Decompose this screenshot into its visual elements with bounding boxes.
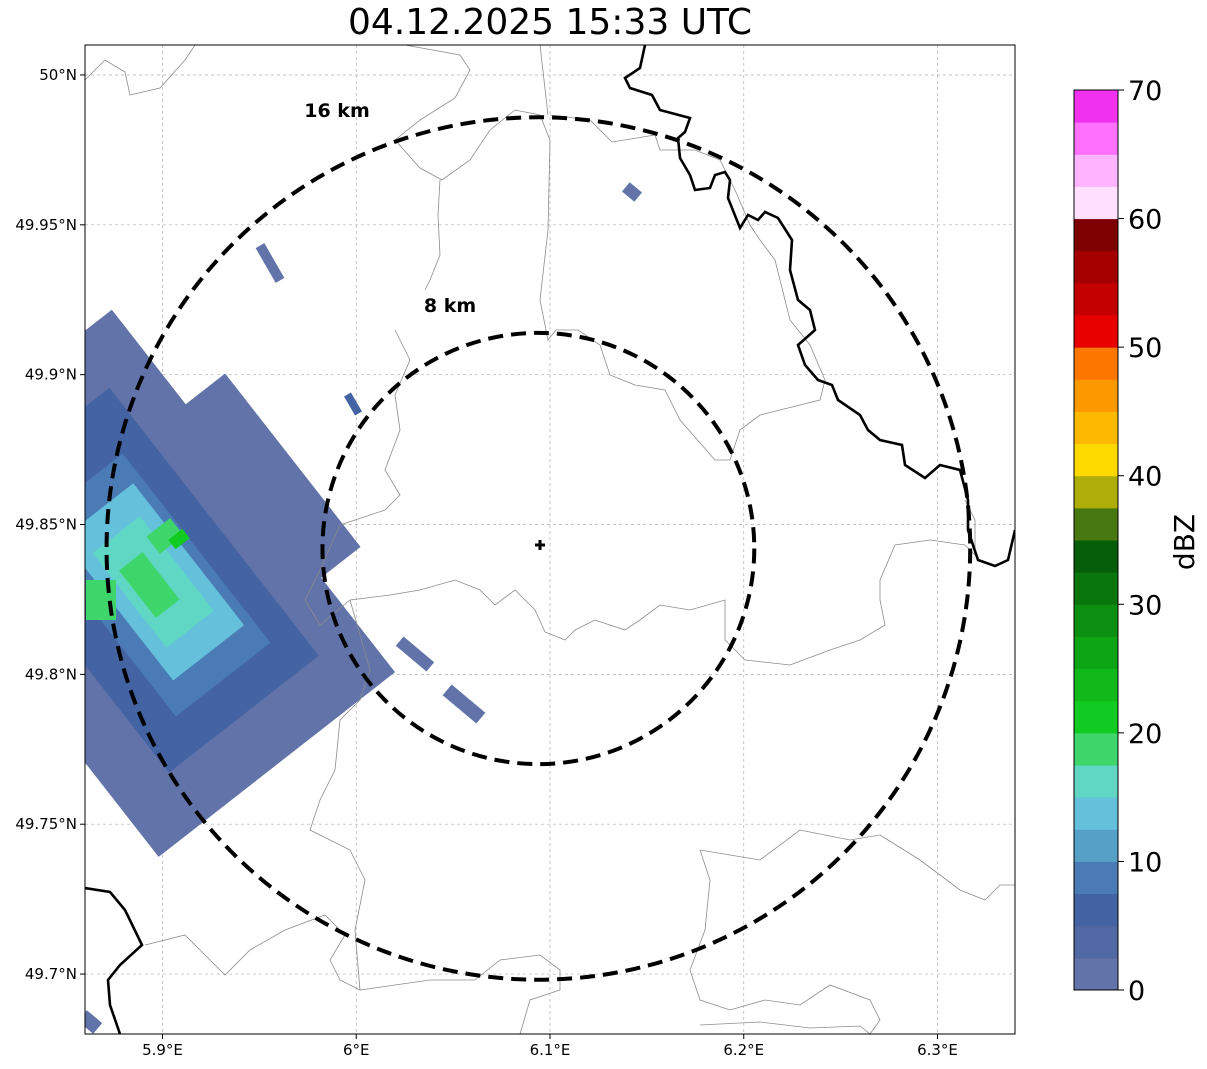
- boundary-line: [144, 914, 361, 991]
- echo-core: [146, 518, 184, 554]
- range-rings: [104, 115, 973, 982]
- echo-fragment: [344, 392, 362, 416]
- echo-core: [168, 528, 190, 550]
- colorbar-bin: [1074, 186, 1118, 220]
- echo-fragment: [255, 243, 285, 283]
- lat-tick-label: 49.85°N: [15, 516, 77, 534]
- boundary-line: [304, 329, 976, 666]
- longitude-axis: 5.9°E 6°E 6.1°E 6.2°E 6.3°E: [142, 1034, 958, 1059]
- echo-fragment: [442, 684, 486, 724]
- range-ring-16km: [104, 115, 973, 982]
- admin-boundaries: [85, 45, 1015, 1034]
- lon-tick-label: 6.1°E: [530, 1041, 571, 1059]
- echo-fragment: [622, 182, 642, 202]
- boundary-line: [689, 849, 881, 1034]
- ring-label-8km: 8 km: [424, 295, 476, 317]
- lon-tick-label: 5.9°E: [142, 1041, 183, 1059]
- colorbar-bin: [1074, 925, 1118, 959]
- boundary-line: [699, 829, 1015, 901]
- boundary-line: [539, 45, 549, 116]
- lat-tick-label: 49.8°N: [25, 665, 77, 683]
- range-ring-8km: [320, 330, 757, 767]
- lat-tick-label: 49.75°N: [15, 815, 77, 833]
- lat-tick-label: 50°N: [39, 66, 77, 84]
- echo-strong: [118, 552, 180, 618]
- latitude-axis: 50°N 49.95°N 49.9°N 49.85°N 49.8°N 49.75°N 49.…: [15, 66, 85, 983]
- colorbar-bin: [1074, 507, 1118, 541]
- colorbar-bin: [1074, 379, 1118, 412]
- colorbar-bin: [1074, 411, 1118, 445]
- lat-tick-label: 49.7°N: [25, 965, 77, 983]
- map-title: 04.12.2025 15:33 UTC: [347, 2, 753, 43]
- boundary-line: [699, 1021, 871, 1034]
- colorbar-bin: [1074, 90, 1118, 123]
- ring-label-16km: 16 km: [304, 100, 370, 122]
- colorbar-bin: [1074, 443, 1118, 477]
- colorbar-bin: [1074, 668, 1118, 702]
- colorbar-bin: [1074, 540, 1118, 573]
- boundary-line: [85, 45, 196, 96]
- reflectivity-echoes: [0, 182, 642, 1034]
- colorbar-tick-label: 50: [1128, 333, 1162, 364]
- colorbar-frame: [1073, 89, 1119, 991]
- colorbar-bin: [1074, 732, 1118, 766]
- colorbar-tick-label: 60: [1128, 205, 1162, 236]
- lon-tick-label: 6°E: [343, 1041, 370, 1059]
- echo-fragment: [395, 636, 435, 672]
- boundary-line: [424, 179, 441, 291]
- colorbar-tick-label: 0: [1128, 976, 1145, 1007]
- echo-low: [154, 373, 361, 603]
- colorbar: 0 10 20 30 40 50 60 70: [1073, 76, 1162, 1007]
- colorbar-tick-label: 10: [1128, 847, 1162, 878]
- colorbar-bin: [1074, 861, 1118, 895]
- boundary-line: [309, 599, 561, 1034]
- colorbar-tick-label: 70: [1128, 76, 1162, 107]
- colorbar-bin: [1074, 475, 1118, 509]
- lon-tick-label: 6.3°E: [917, 1041, 958, 1059]
- colorbar-bin: [1074, 315, 1118, 348]
- colorbar-bin: [1074, 154, 1118, 187]
- colorbar-bin: [1074, 572, 1118, 605]
- echo-fragment: [85, 1010, 103, 1034]
- colorbar-bin: [1074, 829, 1118, 862]
- colorbar-bin: [1074, 797, 1118, 830]
- border-line: [85, 886, 144, 1034]
- colorbar-tick-label: 30: [1128, 590, 1162, 621]
- colorbar-bin: [1074, 347, 1118, 380]
- colorbar-tick-label: 20: [1128, 719, 1162, 750]
- boundary-line: [394, 45, 826, 461]
- colorbar-bin: [1074, 893, 1118, 927]
- colorbar-bin: [1074, 250, 1118, 284]
- colorbar-bin: [1074, 636, 1118, 670]
- lon-tick-label: 6.2°E: [723, 1041, 764, 1059]
- border-line: [623, 45, 1015, 568]
- echo-low: [0, 332, 76, 525]
- national-borders: [85, 45, 1015, 1034]
- colorbar-bin: [1074, 765, 1118, 798]
- colorbar-bin: [1074, 218, 1118, 252]
- colorbar-bin: [1074, 282, 1118, 316]
- graticule: [85, 45, 1015, 1034]
- colorbar-bin: [1074, 700, 1118, 734]
- colorbar-bin: [1074, 604, 1118, 637]
- radar-site-marker: [535, 540, 545, 550]
- lat-tick-label: 49.9°N: [25, 366, 77, 384]
- colorbar-tick-label: 40: [1128, 462, 1162, 493]
- lat-tick-label: 49.95°N: [15, 216, 77, 234]
- colorbar-bin: [1074, 122, 1118, 155]
- colorbar-bin: [1074, 957, 1118, 991]
- colorbar-label: dBZ: [1168, 514, 1201, 570]
